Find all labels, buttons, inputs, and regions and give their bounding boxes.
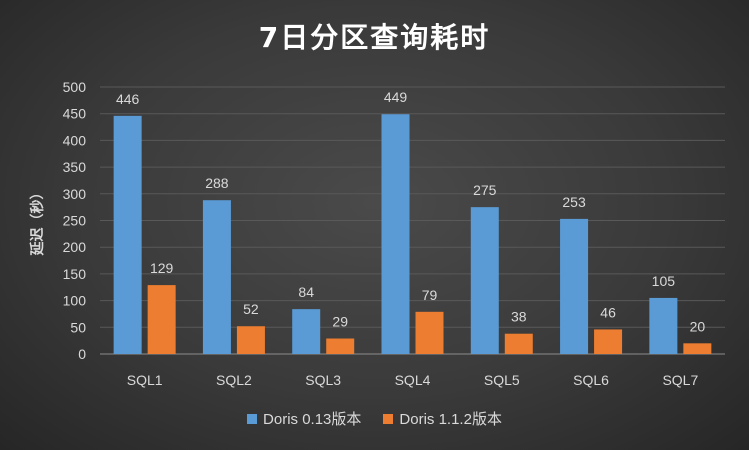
data-label: 38 bbox=[511, 309, 527, 325]
data-label: 105 bbox=[652, 273, 676, 289]
data-label: 20 bbox=[690, 318, 706, 334]
legend-swatch-series-2 bbox=[383, 413, 394, 424]
bar bbox=[649, 297, 678, 354]
data-label: 84 bbox=[298, 284, 314, 300]
data-label: 79 bbox=[422, 287, 438, 303]
bar bbox=[202, 200, 231, 354]
bar bbox=[113, 115, 142, 354]
y-tick-label: 350 bbox=[63, 159, 87, 175]
bar bbox=[147, 285, 176, 354]
x-tick-label: SQL5 bbox=[484, 372, 520, 388]
data-label: 29 bbox=[332, 314, 348, 330]
bar bbox=[560, 218, 589, 354]
y-tick-label: 450 bbox=[63, 106, 87, 122]
y-tick-label: 500 bbox=[63, 79, 87, 95]
legend: Doris 0.13版本 Doris 1.1.2版本 bbox=[0, 408, 749, 429]
y-tick-label: 100 bbox=[63, 293, 87, 309]
y-tick-label: 50 bbox=[70, 319, 86, 335]
data-label: 52 bbox=[243, 301, 259, 317]
y-tick-label: 150 bbox=[63, 266, 87, 282]
data-label: 253 bbox=[562, 194, 586, 210]
y-tick-label: 250 bbox=[63, 213, 87, 229]
y-tick-label: 400 bbox=[63, 132, 87, 148]
data-label: 446 bbox=[116, 91, 140, 107]
y-tick-label: 0 bbox=[78, 346, 86, 362]
data-label: 46 bbox=[600, 304, 616, 320]
data-label: 288 bbox=[205, 175, 229, 191]
data-label: 275 bbox=[473, 182, 497, 198]
bar bbox=[381, 114, 410, 354]
data-label: 449 bbox=[384, 89, 408, 105]
bar bbox=[326, 338, 355, 354]
x-tick-label: SQL2 bbox=[216, 372, 252, 388]
legend-item-series-2: Doris 1.1.2版本 bbox=[383, 408, 502, 429]
bar bbox=[292, 309, 321, 354]
bar bbox=[236, 326, 265, 354]
legend-item-series-1: Doris 0.13版本 bbox=[247, 408, 361, 429]
legend-label-series-2: Doris 1.1.2版本 bbox=[399, 411, 502, 428]
x-tick-label: SQL1 bbox=[127, 372, 163, 388]
bar bbox=[415, 311, 444, 354]
bar bbox=[683, 343, 712, 354]
legend-label-series-1: Doris 0.13版本 bbox=[263, 411, 362, 428]
bar bbox=[470, 207, 499, 354]
x-tick-label: SQL4 bbox=[395, 372, 431, 388]
y-axis-title: 延迟（秒） bbox=[29, 186, 46, 257]
data-label: 129 bbox=[150, 260, 174, 276]
x-tick-label: SQL7 bbox=[662, 372, 698, 388]
y-tick-label: 200 bbox=[63, 239, 87, 255]
x-tick-label: SQL3 bbox=[305, 372, 341, 388]
x-tick-label: SQL6 bbox=[573, 372, 609, 388]
bar bbox=[504, 333, 533, 354]
bar bbox=[594, 329, 623, 354]
chart-title: 7日分区查询耗时 bbox=[258, 21, 491, 54]
legend-swatch-series-1 bbox=[247, 413, 258, 424]
y-tick-label: 300 bbox=[63, 186, 87, 202]
